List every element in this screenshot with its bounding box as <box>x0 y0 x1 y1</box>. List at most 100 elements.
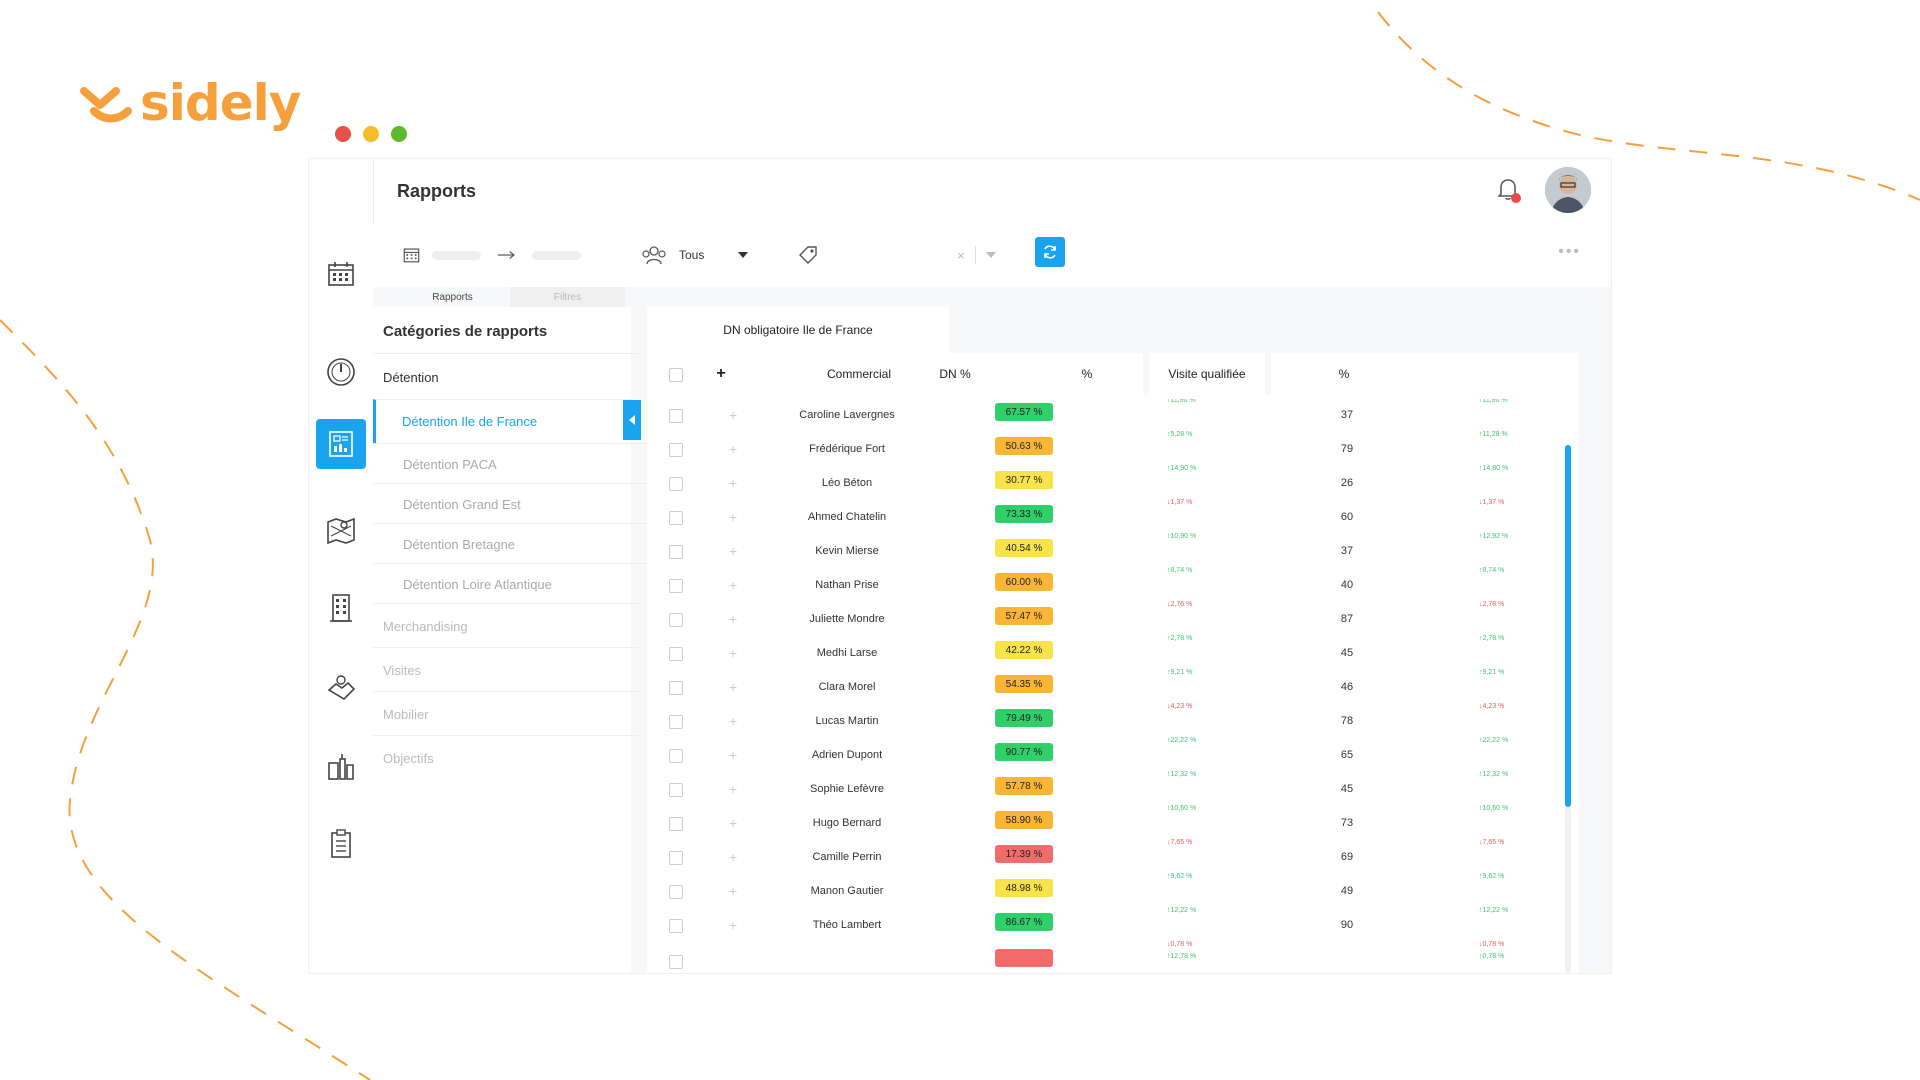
table-row[interactable] <box>647 945 1579 973</box>
products-nav-button[interactable] <box>316 741 366 791</box>
category-item[interactable]: Mobilier <box>373 691 641 736</box>
expand-row-button[interactable]: + <box>729 781 738 797</box>
expand-row-button[interactable]: + <box>729 407 738 423</box>
calendar-nav-button[interactable] <box>316 249 366 299</box>
deals-nav-button[interactable] <box>316 663 366 713</box>
expand-row-button[interactable]: + <box>729 441 738 457</box>
row-checkbox[interactable] <box>669 647 683 661</box>
bell-icon <box>1497 179 1519 200</box>
end-date-field[interactable] <box>531 250 581 260</box>
table-row[interactable]: + Clara Morel 54.35 % ↑9,21 % 46 ↑9,21 % <box>647 669 1579 705</box>
dashboard-nav-button[interactable] <box>316 347 366 397</box>
select-all-checkbox[interactable] <box>669 368 683 382</box>
category-item[interactable]: Détention PACA <box>373 443 661 484</box>
expand-row-button[interactable]: + <box>729 883 738 899</box>
column-visits[interactable]: Visite qualifiée <box>1168 367 1246 381</box>
expand-row-button[interactable]: + <box>729 917 738 933</box>
table-row[interactable]: + Medhi Larse 42.22 % ↑2,78 % 45 ↑2,78 % <box>647 635 1579 671</box>
close-dot[interactable] <box>335 126 351 142</box>
category-item[interactable]: Objectifs <box>373 735 641 780</box>
row-checkbox[interactable] <box>669 409 683 423</box>
team-filter-dropdown[interactable]: Tous <box>641 237 757 273</box>
expand-row-button[interactable]: + <box>729 679 738 695</box>
map-nav-button[interactable] <box>316 505 366 555</box>
row-checkbox[interactable] <box>669 955 683 969</box>
table-row[interactable]: + Caroline Lavergnes 67.57 % ↑11,90 % 37 ↑11,… <box>647 399 1579 433</box>
expand-row-button[interactable]: + <box>729 815 738 831</box>
row-checkbox[interactable] <box>669 613 683 627</box>
table-row[interactable]: + Juliette Mondre 57.47 % ↓2,76 % 87 ↓2,78 % <box>647 601 1579 637</box>
column-commercial[interactable]: Commercial <box>826 367 891 381</box>
row-checkbox[interactable] <box>669 919 683 933</box>
row-checkbox[interactable] <box>669 885 683 899</box>
row-checkbox[interactable] <box>669 545 683 559</box>
row-checkbox[interactable] <box>669 851 683 865</box>
refresh-button[interactable] <box>1035 237 1065 267</box>
minimize-dot[interactable] <box>363 126 379 142</box>
more-icon[interactable]: ••• <box>1558 243 1581 260</box>
row-checkbox[interactable] <box>669 783 683 797</box>
forms-nav-button[interactable] <box>316 819 366 869</box>
scrollbar-thumb[interactable] <box>1565 445 1571 807</box>
row-checkbox[interactable] <box>669 817 683 831</box>
table-row[interactable]: + Hugo Bernard 58.90 % ↑10,60 % 73 ↑10,60 % <box>647 805 1579 841</box>
report-tab[interactable]: DN obligatoire Ile de France <box>647 307 949 353</box>
row-checkbox[interactable] <box>669 715 683 729</box>
category-item[interactable]: Détention <box>373 353 641 400</box>
expand-row-button[interactable]: + <box>729 713 738 729</box>
reports-nav-button[interactable] <box>316 419 366 469</box>
category-item[interactable]: Visites <box>373 647 641 692</box>
table-scrollbar[interactable] <box>1565 445 1571 973</box>
maximize-dot[interactable] <box>391 126 407 142</box>
table-row[interactable]: + Léo Béton 30.77 % ↑14,90 % 26 ↑14,80 % <box>647 465 1579 501</box>
table-row[interactable]: + Manon Gautier 48.98 % ↑9,62 % 49 ↑9,62 % <box>647 873 1579 909</box>
table-row[interactable]: + Ahmed Chatelin 73.33 % ↓1,37 % 60 ↓1,37 % <box>647 499 1579 535</box>
expand-row-button[interactable]: + <box>729 543 738 559</box>
row-checkbox[interactable] <box>669 511 683 525</box>
collapse-panel-button[interactable] <box>623 400 641 440</box>
row-checkbox[interactable] <box>669 477 683 491</box>
companies-nav-button[interactable] <box>316 583 366 633</box>
column-visits-trend[interactable]: % <box>1338 367 1350 381</box>
expand-row-button[interactable]: + <box>729 611 738 627</box>
tab-filters[interactable]: Filtres <box>510 287 625 307</box>
tag-input[interactable] <box>831 245 951 265</box>
table-row[interactable]: + Lucas Martin 79.49 % ↓4,23 % 78 ↓4,23 % <box>647 703 1579 739</box>
arrow-right-icon <box>498 251 516 259</box>
tag-filter[interactable]: × <box>797 237 1017 273</box>
table-row[interactable]: + Kevin Mierse 40.54 % ↑10,90 % 37 ↑12,92 % <box>647 533 1579 569</box>
column-dn-percent[interactable]: DN % <box>939 367 971 381</box>
row-checkbox[interactable] <box>669 749 683 763</box>
row-checkbox[interactable] <box>669 681 683 695</box>
tab-reports[interactable]: Rapports <box>432 291 473 303</box>
date-range-picker[interactable] <box>395 237 581 273</box>
caret-down-icon[interactable] <box>985 252 996 258</box>
expand-row-button[interactable]: + <box>729 509 738 525</box>
category-item[interactable]: Merchandising <box>373 603 641 648</box>
visits-count: 60 <box>1340 511 1354 523</box>
table-row[interactable]: + Théo Lambert 86.67 % ↑12,22 % 90 ↑12,22 % <box>647 907 1579 943</box>
column-dn-trend[interactable]: % <box>1081 367 1093 381</box>
add-column-button[interactable]: + <box>716 365 726 382</box>
expand-row-button[interactable]: + <box>729 577 738 593</box>
expand-row-button[interactable]: + <box>729 747 738 763</box>
clear-icon[interactable]: × <box>957 247 965 263</box>
category-item[interactable]: Détention Loire Atlantique <box>373 563 661 604</box>
row-checkbox[interactable] <box>669 579 683 593</box>
table-row[interactable]: + Camille Perrin 17.39 % ↓7,65 % 69 ↓7,65 % <box>647 839 1579 875</box>
category-item[interactable]: Détention Ile de France <box>373 399 641 443</box>
row-checkbox[interactable] <box>669 443 683 457</box>
category-item[interactable]: Détention Grand Est <box>373 483 661 524</box>
expand-row-button[interactable]: + <box>729 849 738 865</box>
table-row[interactable]: + Sophie Lefèvre 57.78 % ↑12,32 % 45 ↑12,32 % <box>647 771 1579 807</box>
avatar[interactable] <box>1545 167 1591 213</box>
table-row[interactable]: + Nathan Prise 60.00 % ↑8,74 % 40 ↑8,74 % <box>647 567 1579 603</box>
notifications-button[interactable] <box>1497 177 1521 206</box>
start-date-field[interactable] <box>431 250 482 260</box>
category-item[interactable]: Détention Bretagne <box>373 523 661 564</box>
table-row[interactable]: + Adrien Dupont 90.77 % ↑22,22 % 65 ↑22,22 % <box>647 737 1579 773</box>
expand-row-button[interactable]: + <box>729 645 738 661</box>
visits-trend: ↑10,60 % <box>1479 805 1509 812</box>
expand-row-button[interactable]: + <box>729 475 738 491</box>
table-row[interactable]: + Frédérique Fort 50.63 % ↑5,28 % 79 ↑11,28 % <box>647 431 1579 467</box>
